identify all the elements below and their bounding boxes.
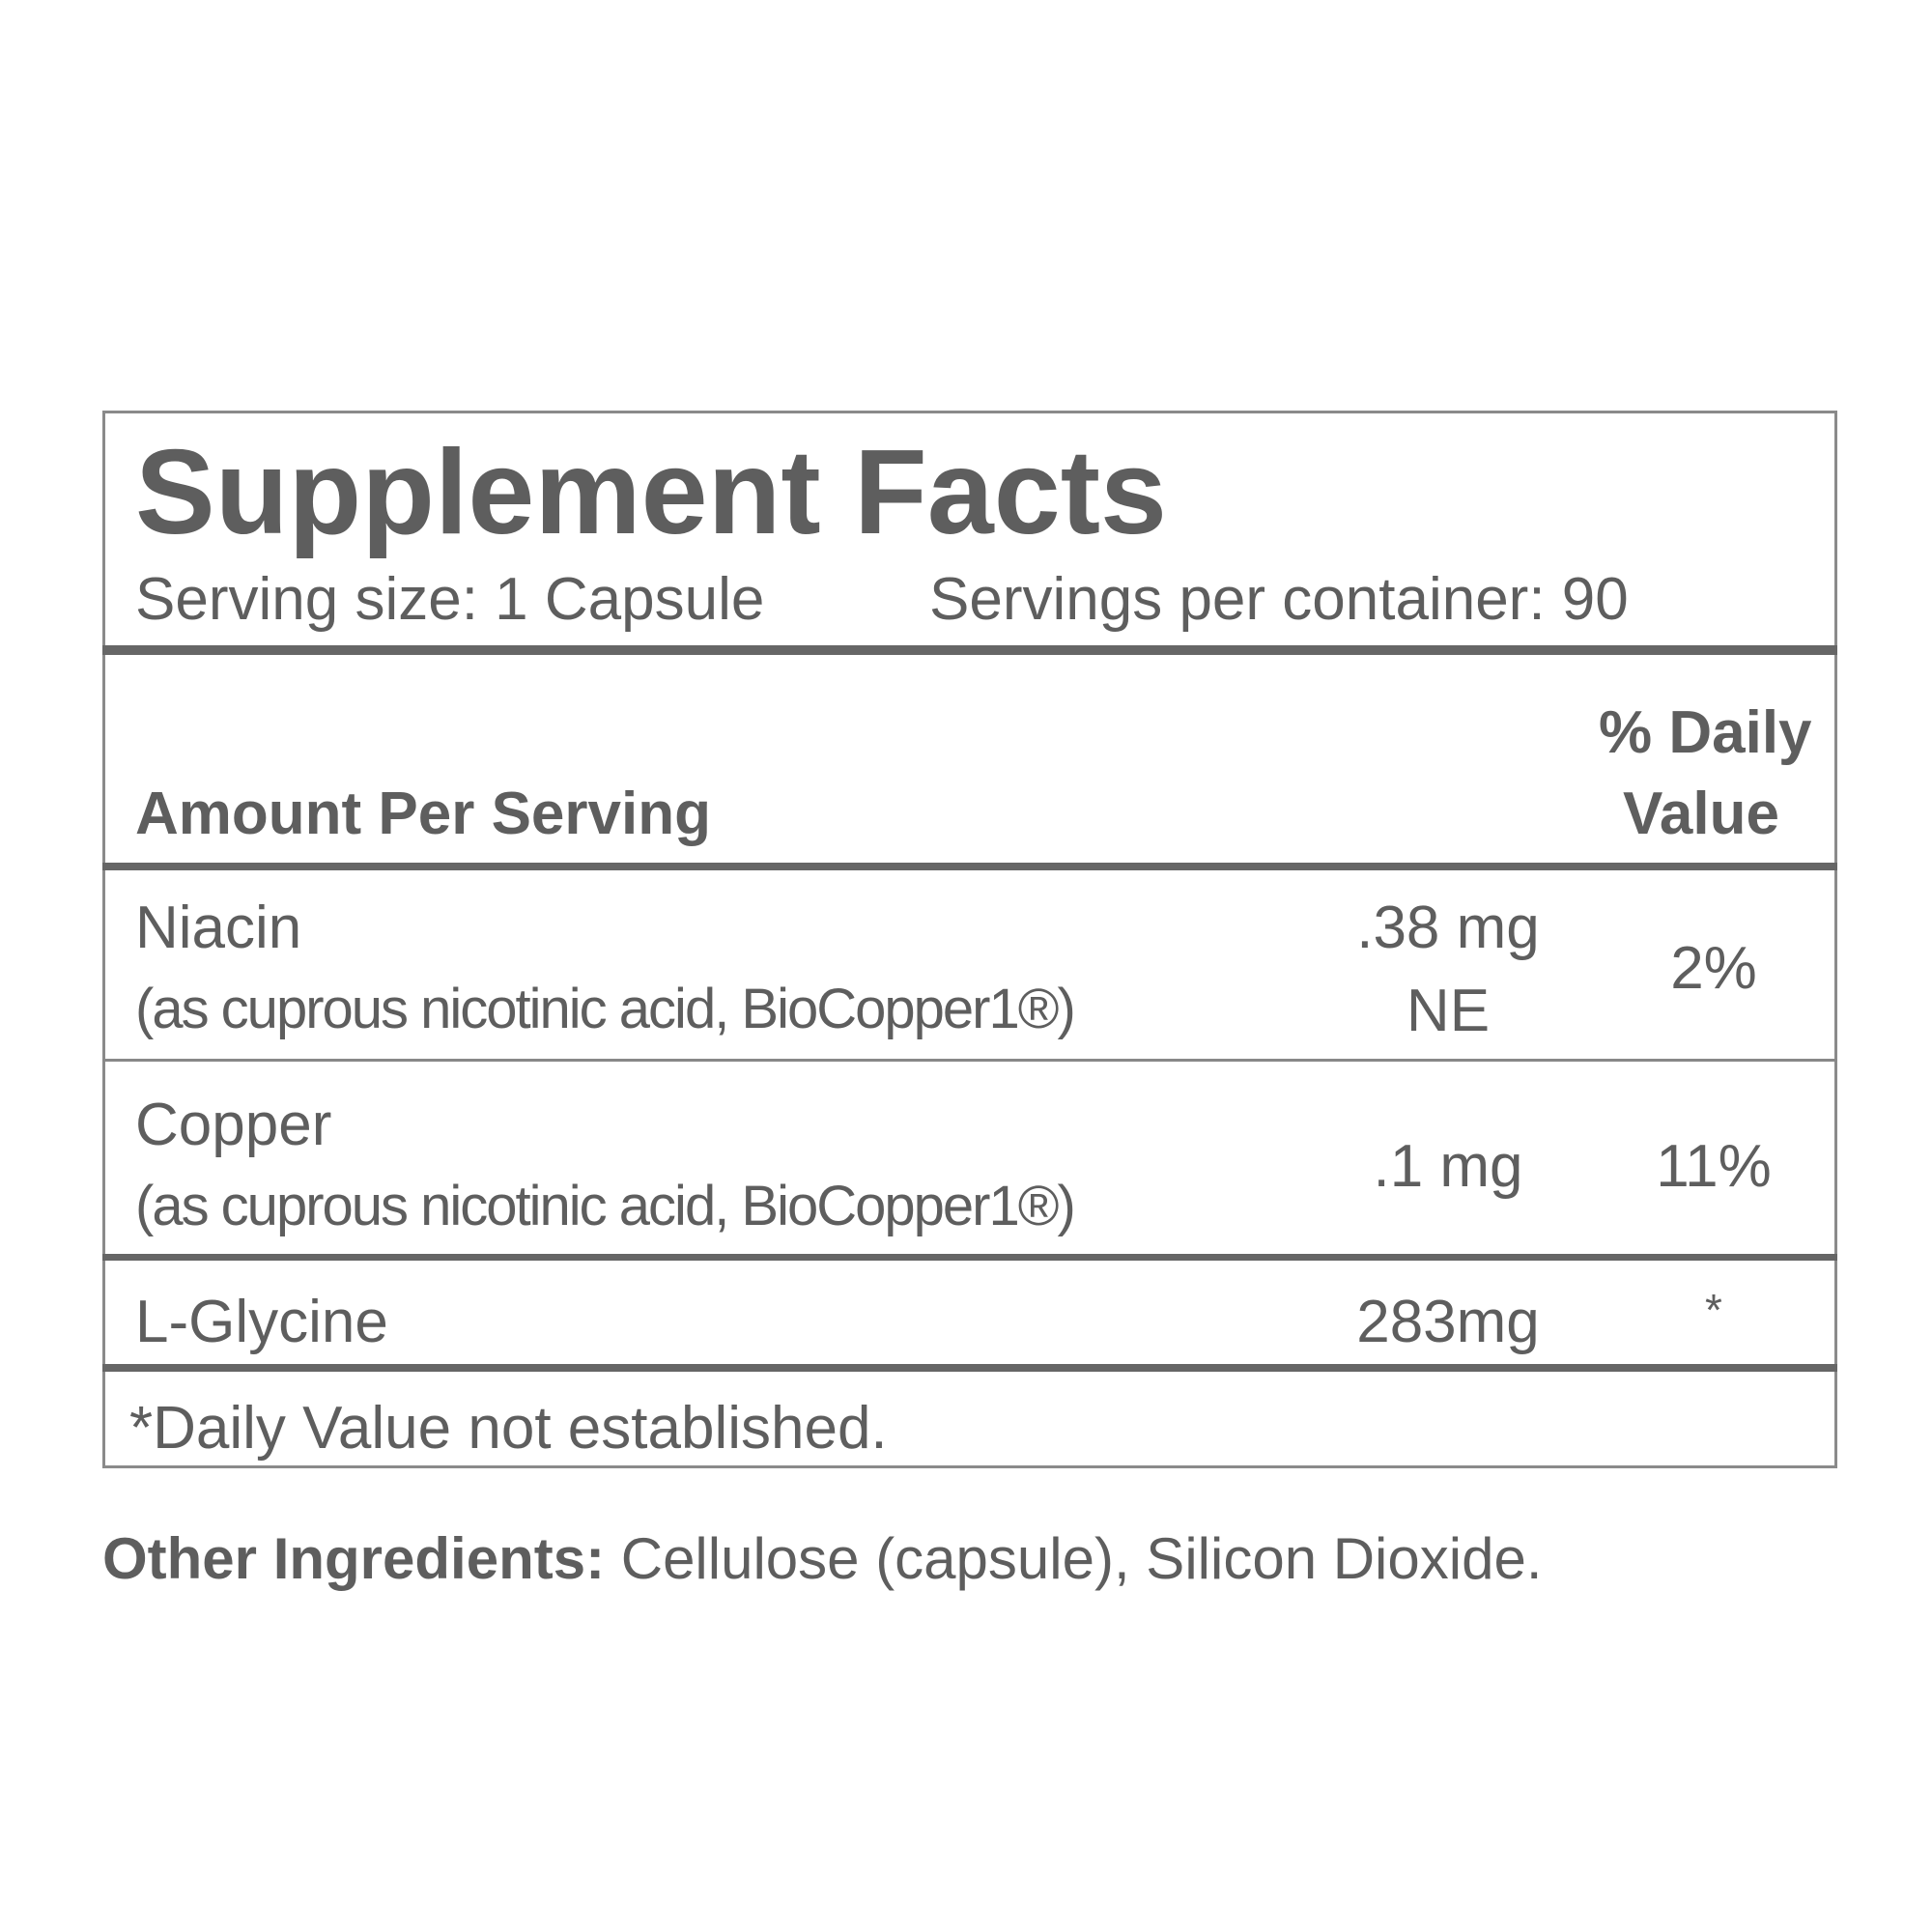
nutrient-source-niacin: (as cuprous nicotinic acid, BioCopper1®) (135, 978, 1076, 1040)
row-divider-thick (102, 1254, 1837, 1261)
nutrient-name-copper: Copper (135, 1092, 332, 1158)
daily-value-l-glycine: * (1705, 1285, 1722, 1335)
other-ingredients: Other Ingredients: Cellulose (capsule), … (102, 1530, 1543, 1588)
daily-value-header-line1: % Daily (1599, 699, 1812, 766)
thick-divider (102, 645, 1837, 655)
header-divider (102, 863, 1837, 870)
daily-value-header-line2: Value (1623, 781, 1779, 847)
panel-title: Supplement Facts (135, 426, 1167, 559)
amount-niacin-line1: .38 mg (1356, 895, 1540, 961)
other-ingredients-label: Other Ingredients: (102, 1526, 606, 1591)
other-ingredients-list: Cellulose (capsule), Silicon Dioxide. (620, 1526, 1543, 1591)
amount-niacin-line2: NE (1406, 978, 1491, 1044)
amount-per-serving-header: Amount Per Serving (135, 781, 711, 847)
daily-value-niacin: 2% (1670, 935, 1757, 1002)
amount-copper: .1 mg (1373, 1133, 1523, 1200)
nutrient-name-niacin: Niacin (135, 895, 302, 961)
nutrient-name-l-glycine: L-Glycine (135, 1289, 388, 1355)
footnote: *Daily Value not established. (129, 1395, 888, 1462)
supplement-facts-panel (102, 411, 1837, 1468)
servings-per-container: Servings per container: 90 (929, 566, 1629, 633)
nutrient-source-copper: (as cuprous nicotinic acid, BioCopper1®) (135, 1175, 1076, 1237)
amount-l-glycine: 283mg (1356, 1289, 1540, 1355)
row-divider (102, 1059, 1837, 1062)
footnote-divider (102, 1364, 1837, 1372)
serving-size: Serving size: 1 Capsule (135, 566, 765, 633)
daily-value-copper: 11% (1656, 1133, 1772, 1200)
